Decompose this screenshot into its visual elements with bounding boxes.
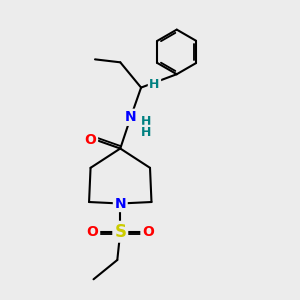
Text: H: H — [141, 115, 151, 128]
Text: O: O — [142, 225, 154, 239]
Text: S: S — [114, 223, 126, 241]
Text: H: H — [141, 126, 151, 139]
Text: O: O — [85, 133, 97, 147]
Text: N: N — [125, 110, 136, 124]
Text: H: H — [149, 78, 160, 91]
Text: O: O — [87, 225, 99, 239]
Text: N: N — [115, 196, 126, 211]
